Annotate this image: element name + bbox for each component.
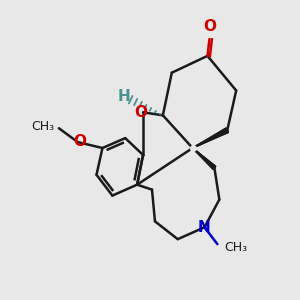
Text: O: O — [73, 134, 86, 148]
Text: O: O — [203, 19, 216, 34]
Text: H: H — [118, 89, 130, 104]
Text: N: N — [198, 220, 211, 235]
Text: CH₃: CH₃ — [31, 120, 54, 133]
Text: O: O — [135, 105, 148, 120]
Text: CH₃: CH₃ — [224, 241, 248, 254]
Polygon shape — [193, 148, 216, 169]
Polygon shape — [193, 128, 228, 148]
Polygon shape — [193, 148, 216, 169]
Polygon shape — [193, 128, 228, 148]
